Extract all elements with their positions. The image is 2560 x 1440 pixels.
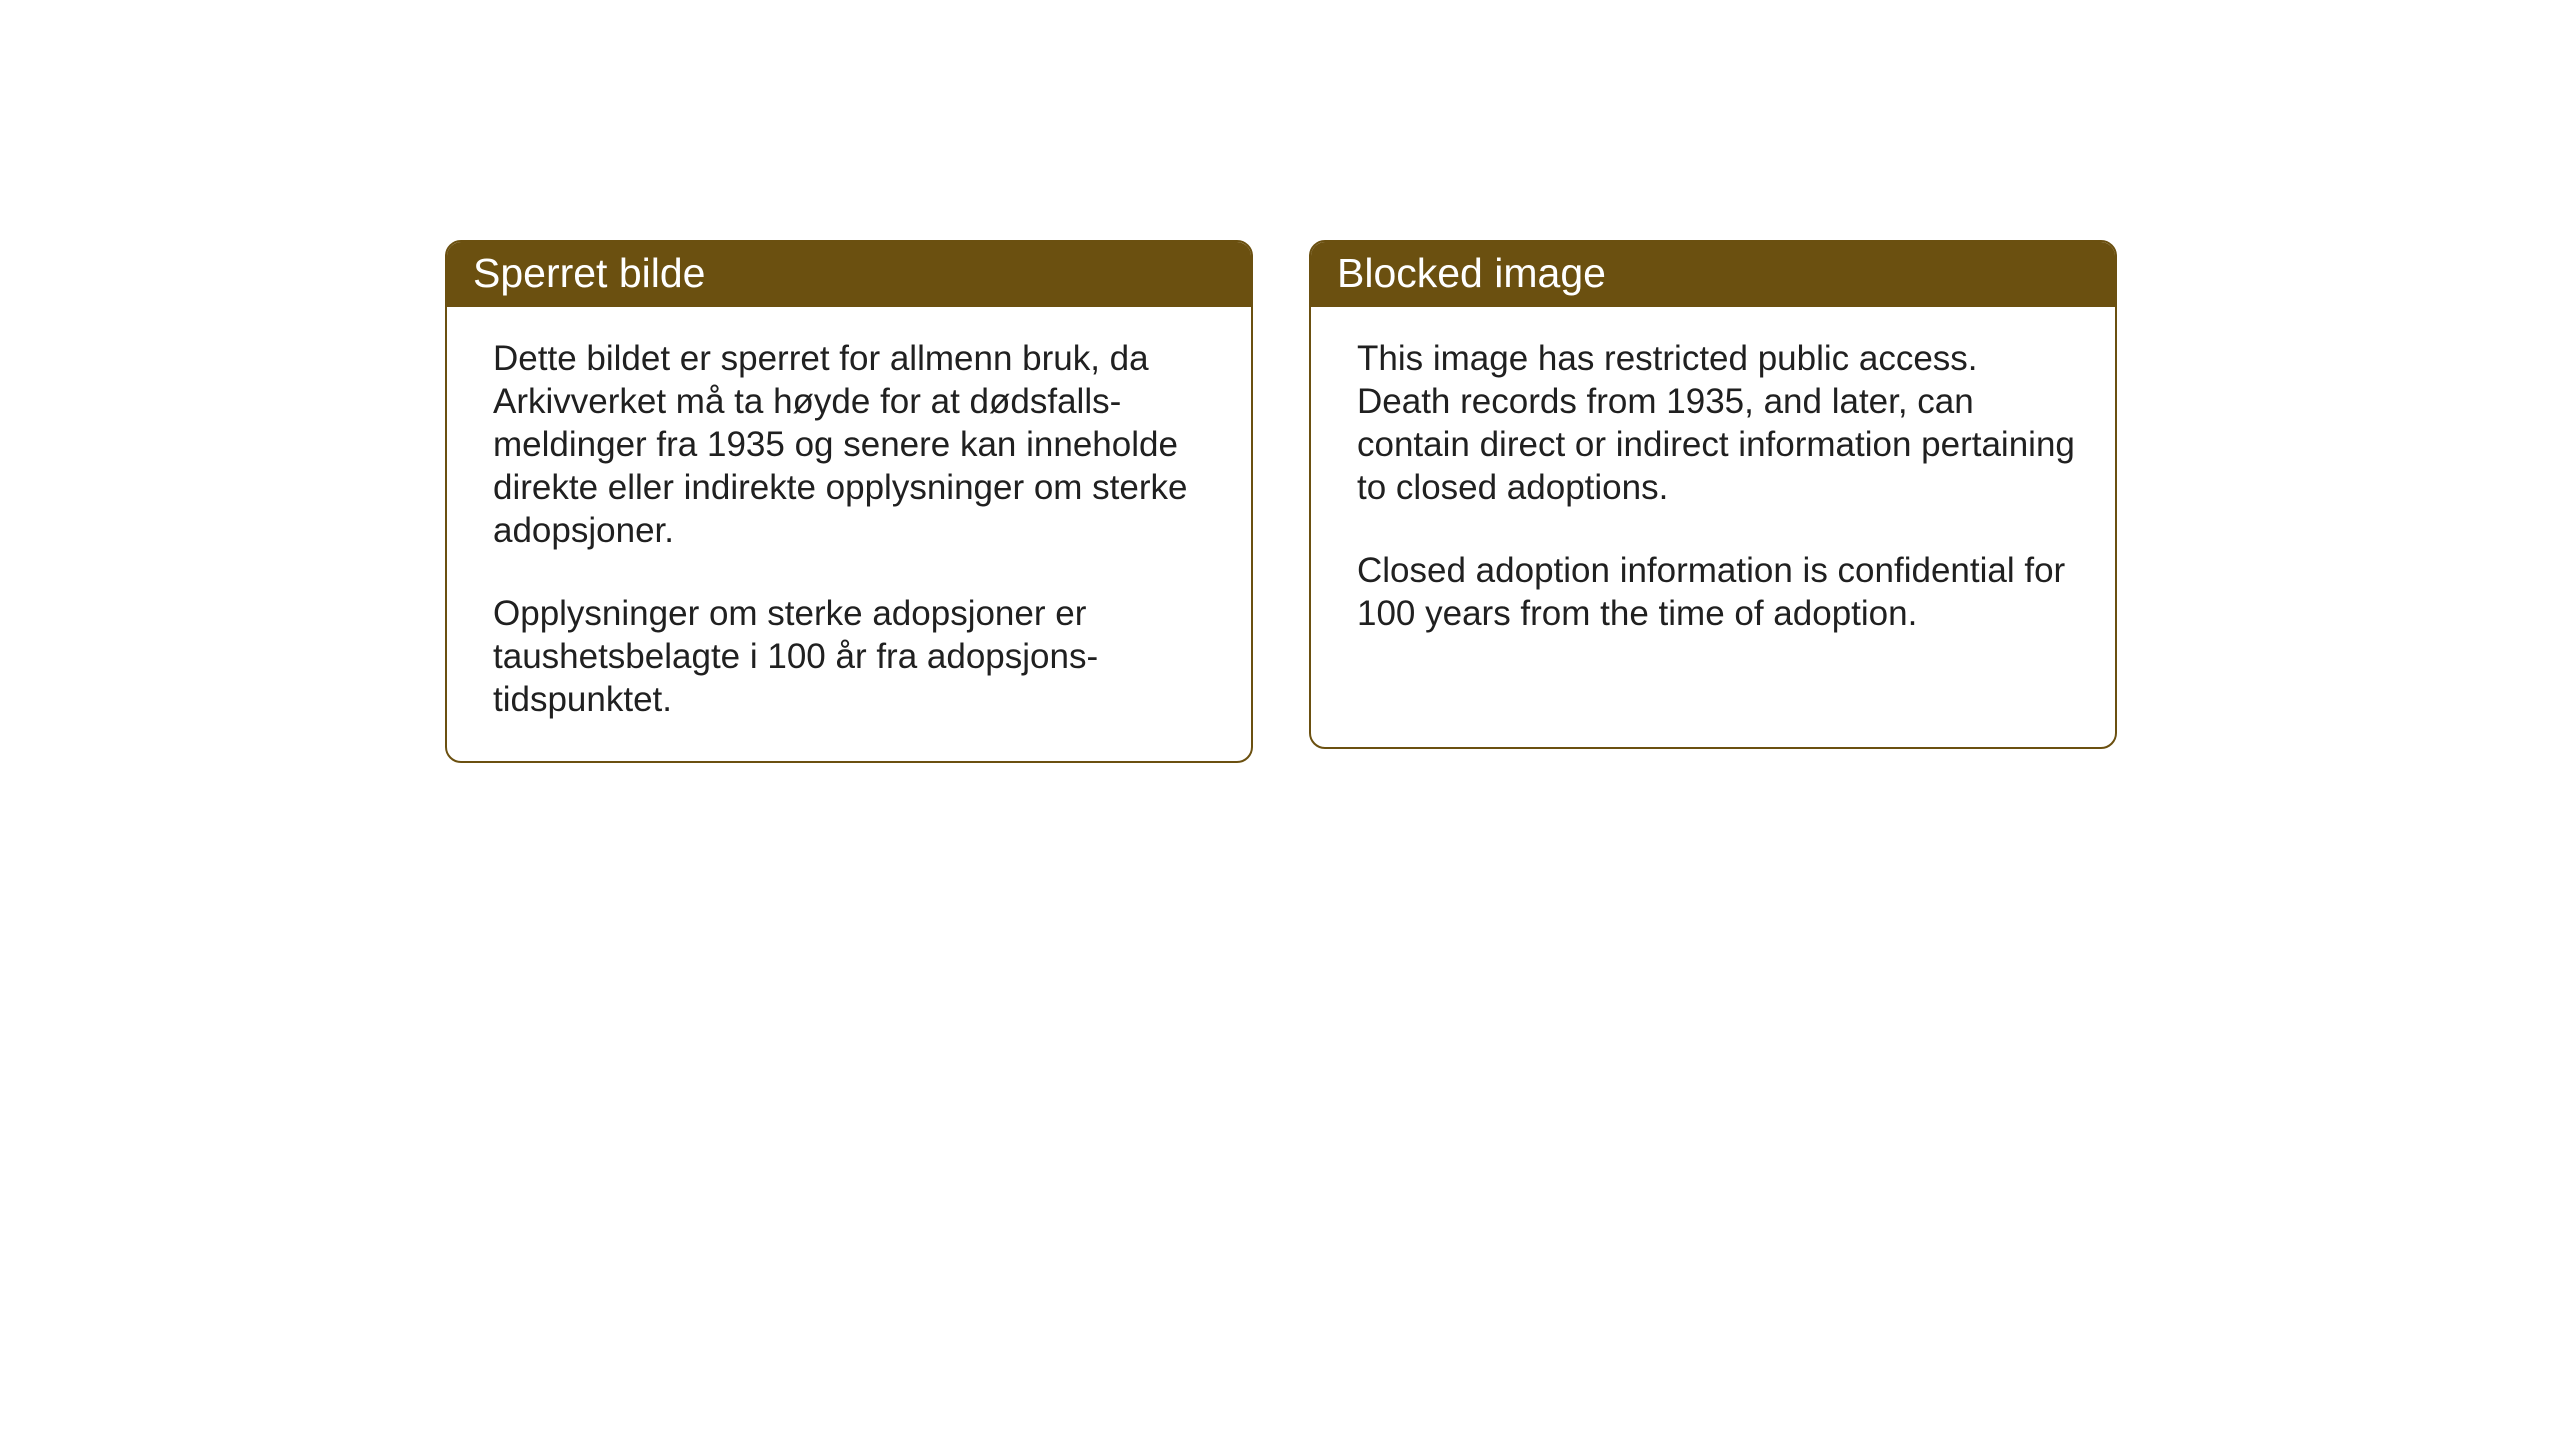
notice-body-norwegian: Dette bildet er sperret for allmenn bruk… [447, 307, 1251, 761]
notice-paragraph: Closed adoption information is confident… [1357, 549, 2075, 635]
notice-paragraph: Dette bildet er sperret for allmenn bruk… [493, 337, 1211, 552]
notice-title-english: Blocked image [1311, 242, 2115, 307]
notice-container: Sperret bilde Dette bildet er sperret fo… [0, 0, 2560, 763]
notice-paragraph: This image has restricted public access.… [1357, 337, 2075, 509]
notice-card-norwegian: Sperret bilde Dette bildet er sperret fo… [445, 240, 1253, 763]
notice-title-norwegian: Sperret bilde [447, 242, 1251, 307]
notice-paragraph: Opplysninger om sterke adopsjoner er tau… [493, 592, 1211, 721]
notice-body-english: This image has restricted public access.… [1311, 307, 2115, 675]
notice-card-english: Blocked image This image has restricted … [1309, 240, 2117, 749]
